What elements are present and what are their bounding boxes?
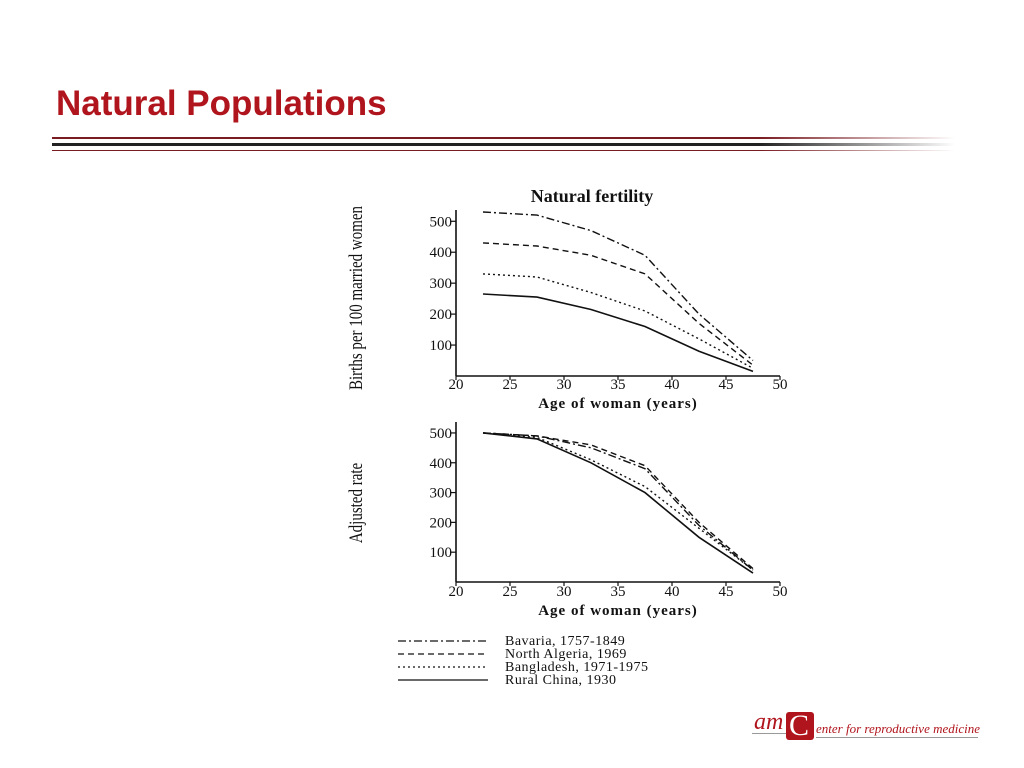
title-rule-fade	[760, 134, 972, 154]
series-line-3	[482, 273, 754, 369]
x-tick-label: 30	[557, 377, 572, 393]
legend-label-2: North Algeria, 1969	[505, 647, 627, 662]
legend-label-1: Bavaria, 1757-1849	[505, 634, 625, 649]
company-logo: am C enter for reproductive medicine	[750, 706, 990, 746]
y-tick-label: 400	[430, 456, 453, 472]
x-tick-label: 30	[557, 584, 572, 600]
y-tick-label: 200	[430, 515, 453, 531]
chart-panel-2: 100 200 300 400 500 20 25 30 35 40 45 50 Age of woma…	[345, 422, 788, 619]
slide-title: Natural Populations	[56, 84, 387, 123]
chart-panel-1: 100 200 300 400 500 20 25 30 35 40 45 50 Age of woma…	[345, 206, 787, 412]
x-tick-label: 50	[773, 377, 788, 393]
y-tick-label: 500	[430, 426, 453, 442]
logo-mark: am	[754, 709, 784, 735]
x-tick-label: 25	[503, 377, 518, 393]
x-tick-label: 45	[719, 377, 734, 393]
x-axis-title: Age of woman (years)	[538, 603, 698, 619]
series-line-2	[482, 432, 754, 570]
x-tick-label: 20	[449, 584, 464, 600]
y-tick-label: 200	[430, 307, 453, 323]
x-tick-label: 40	[665, 377, 680, 393]
series-line-2	[482, 242, 754, 366]
title-rule-middle	[52, 143, 972, 146]
x-axis-title: Age of woman (years)	[538, 396, 698, 412]
legend-label-3: Bangladesh, 1971-1975	[505, 660, 648, 675]
series-line-4	[482, 293, 754, 373]
legend-label-4: Rural China, 1930	[505, 673, 617, 688]
x-tick-label: 40	[665, 584, 680, 600]
y-tick-label: 500	[430, 214, 453, 230]
title-rule-top	[52, 137, 972, 139]
logo-c-square: C	[786, 709, 814, 742]
series-line-4	[482, 432, 754, 574]
figure-title: Natural fertility	[531, 186, 653, 206]
y-axis-title: Births per 100 married women	[345, 206, 366, 390]
logo-tagline-underline	[816, 737, 978, 738]
logo-tagline: enter for reproductive medicine	[816, 721, 981, 736]
series-line-3	[482, 432, 754, 571]
series-line-1	[482, 432, 754, 571]
y-tick-label: 300	[430, 486, 453, 502]
x-tick-label: 35	[611, 377, 626, 393]
x-tick-label: 50	[773, 584, 788, 600]
x-tick-label: 35	[611, 584, 626, 600]
y-tick-label: 100	[430, 338, 453, 354]
x-tick-label: 25	[503, 584, 518, 600]
y-axis-title: Adjusted rate	[345, 463, 366, 543]
x-tick-label: 20	[449, 377, 464, 393]
x-tick-label: 45	[719, 584, 734, 600]
title-rule-bottom	[52, 150, 972, 151]
logo-mark-underline	[752, 733, 788, 734]
y-tick-label: 100	[430, 545, 453, 561]
y-tick-label: 300	[430, 276, 453, 292]
logo-initial: C	[789, 709, 810, 742]
plots-group: 100 200 300 400 500 20 25 30 35 40 45 50 Age of woma…	[345, 206, 787, 619]
series-line-1	[482, 211, 754, 362]
y-tick-label: 400	[430, 245, 453, 261]
